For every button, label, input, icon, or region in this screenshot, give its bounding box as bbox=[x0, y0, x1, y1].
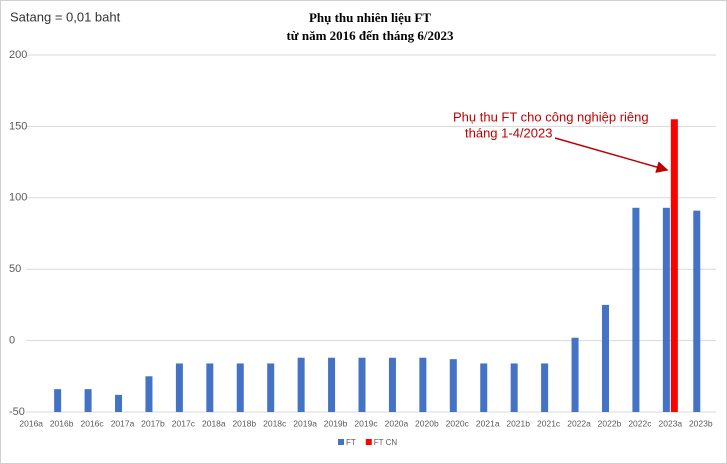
annotation-arrow bbox=[554, 137, 669, 173]
x-tick-label: 2020a bbox=[385, 418, 409, 428]
bar bbox=[388, 357, 396, 412]
chart-title: Phụ thu nhiên liệu FT bbox=[309, 10, 431, 25]
bar bbox=[236, 363, 244, 412]
bar bbox=[267, 363, 275, 412]
x-tick-label: 2022a bbox=[567, 418, 591, 428]
unit-note: Satang = 0,01 baht bbox=[10, 9, 121, 24]
bar bbox=[297, 357, 305, 412]
bar bbox=[601, 304, 609, 412]
x-tick-label: 2016a bbox=[19, 418, 43, 428]
y-tick-label: 150 bbox=[9, 120, 27, 132]
x-tick-label: 2017c bbox=[172, 418, 196, 428]
x-tick-label: 2018c bbox=[263, 418, 287, 428]
x-tick-label: 2022b bbox=[598, 418, 622, 428]
plot: -50 0 50 100 150 200 2016a 2016b 2016c 2017a 2017b… bbox=[9, 49, 716, 447]
x-tick-label: 2019c bbox=[354, 418, 378, 428]
x-tick-label: 2019b bbox=[324, 418, 348, 428]
x-tick-label: 2016c bbox=[81, 418, 105, 428]
bar bbox=[662, 207, 670, 412]
bar bbox=[54, 389, 62, 412]
chart-subtitle: từ năm 2016 đến tháng 6/2023 bbox=[286, 28, 454, 43]
bar bbox=[115, 394, 123, 412]
y-tick-label: 100 bbox=[9, 192, 27, 204]
y-tick-label: 200 bbox=[9, 49, 27, 61]
bar bbox=[510, 363, 518, 412]
x-tick-label: 2021c bbox=[537, 418, 561, 428]
x-tick-label: 2019a bbox=[293, 418, 317, 428]
bar bbox=[693, 210, 701, 412]
bar bbox=[419, 357, 427, 412]
x-tick-label: 2022c bbox=[628, 418, 652, 428]
annotation: tháng 1-4/2023 bbox=[465, 125, 552, 140]
legend-label: FT bbox=[346, 438, 356, 447]
bar bbox=[449, 359, 457, 412]
bar bbox=[145, 376, 153, 412]
bar bbox=[206, 363, 214, 412]
legend-label: FT CN bbox=[374, 438, 398, 447]
x-tick-label: 2018a bbox=[202, 418, 226, 428]
legend-swatch bbox=[338, 439, 344, 445]
bar bbox=[175, 363, 183, 412]
x-tick-label: 2017b bbox=[141, 418, 165, 428]
bar bbox=[632, 207, 640, 412]
y-tick-label: 50 bbox=[9, 263, 21, 275]
x-tick-label: 2020c bbox=[446, 418, 470, 428]
bar bbox=[480, 363, 488, 412]
x-tick-label: 2023b bbox=[689, 418, 713, 428]
y-tick-label: 0 bbox=[9, 335, 15, 347]
bar bbox=[358, 357, 366, 412]
x-tick-label: 2021b bbox=[506, 418, 530, 428]
y-tick-label: -50 bbox=[9, 406, 25, 418]
x-tick-label: 2018b bbox=[232, 418, 256, 428]
x-tick-label: 2016b bbox=[50, 418, 74, 428]
bar bbox=[541, 363, 549, 412]
annotation: Phụ thu FT cho công nghiệp riêng bbox=[453, 109, 649, 124]
x-tick-label: 2020b bbox=[415, 418, 439, 428]
bar bbox=[84, 389, 92, 412]
x-tick-label: 2017a bbox=[111, 418, 135, 428]
bar bbox=[571, 337, 579, 412]
x-tick-label: 2023a bbox=[659, 418, 683, 428]
bar bbox=[328, 357, 336, 412]
bar bbox=[670, 119, 678, 412]
x-tick-label: 2021a bbox=[476, 418, 500, 428]
legend-swatch bbox=[365, 439, 372, 445]
